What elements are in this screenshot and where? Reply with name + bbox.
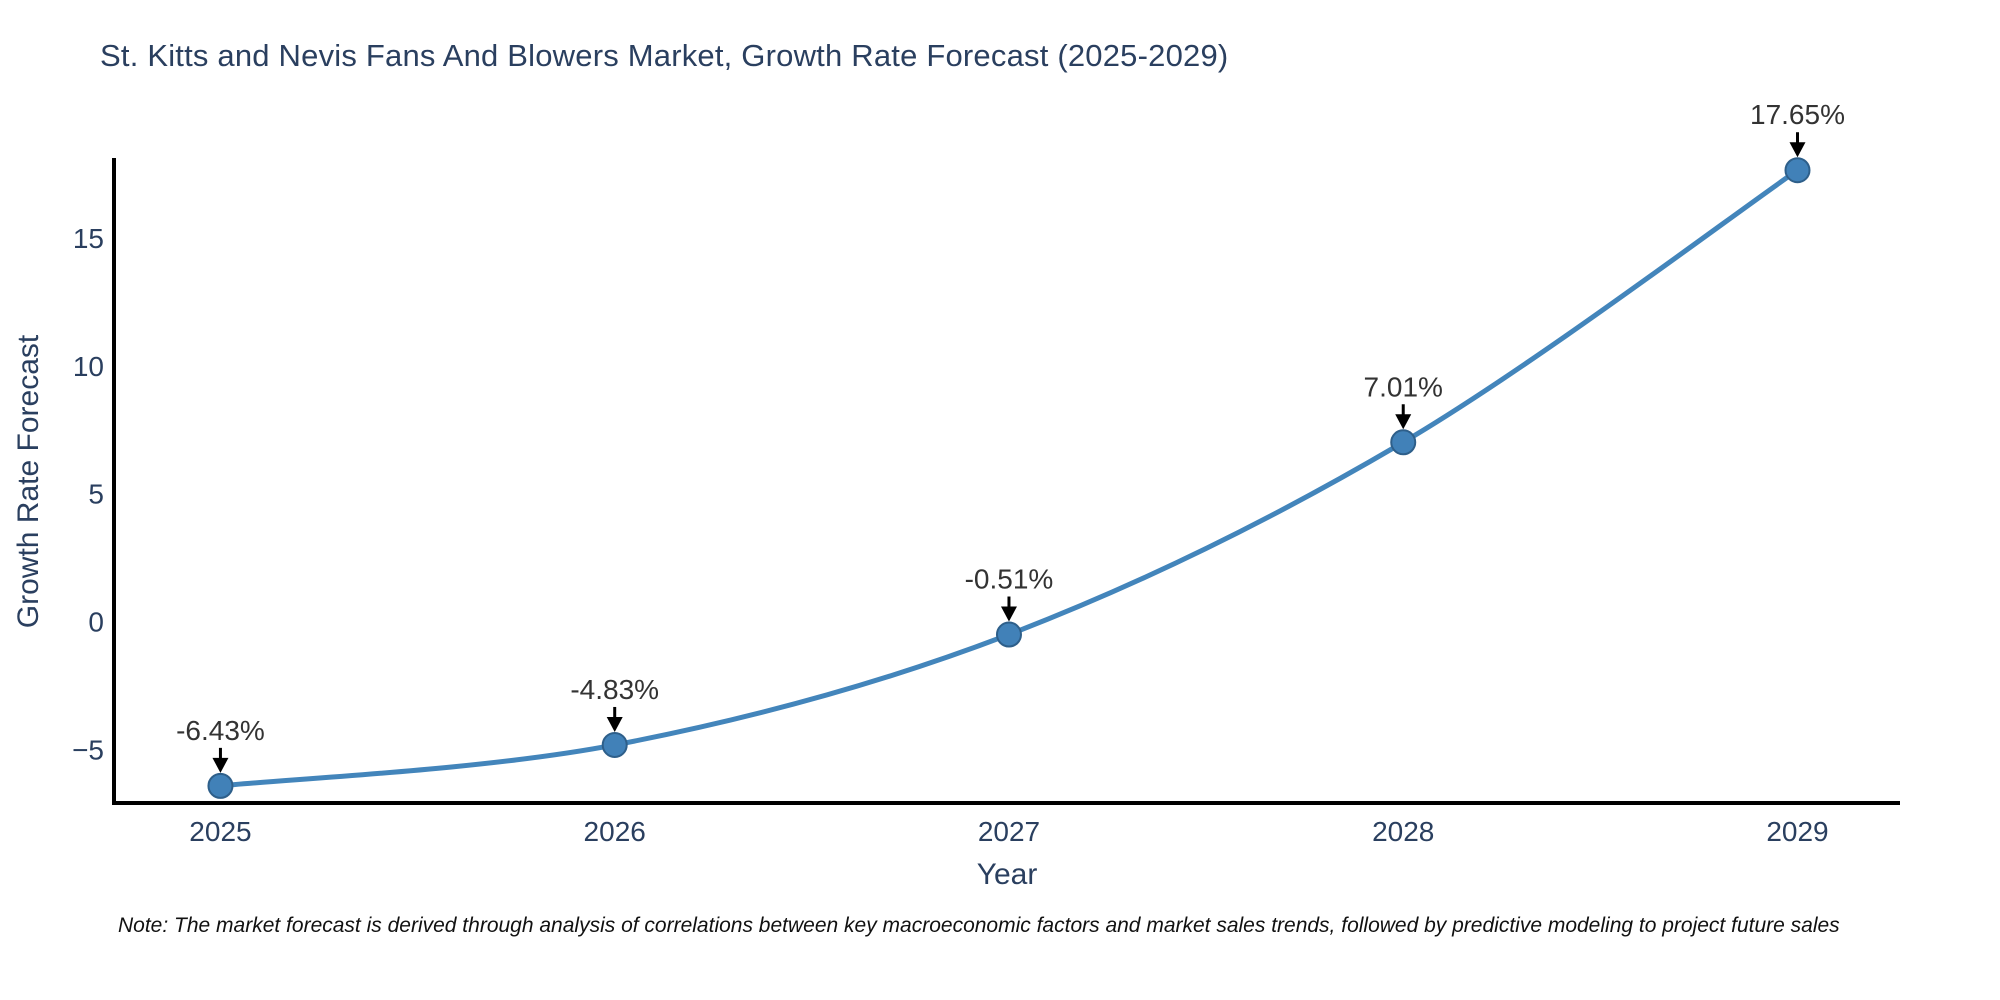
data-point-marker <box>1784 157 1811 184</box>
annotation-label: -4.83% <box>570 674 659 705</box>
annotation-label: 7.01% <box>1364 371 1443 402</box>
x-tick-label: 2029 <box>1766 816 1828 847</box>
annotation-arrowhead <box>1395 414 1412 430</box>
data-point-marker <box>1390 429 1417 456</box>
y-tick-label: 5 <box>88 479 104 510</box>
y-tick-label: 0 <box>88 606 104 637</box>
annotation-label: -6.43% <box>176 715 265 746</box>
x-tick-label: 2025 <box>189 816 251 847</box>
annotation-label: -0.51% <box>965 564 1054 595</box>
annotation-arrowhead <box>1000 606 1017 622</box>
annotation-label: 17.65% <box>1750 99 1845 130</box>
data-point-marker <box>995 621 1022 648</box>
y-tick-label: 10 <box>73 351 104 382</box>
y-tick-label: 15 <box>73 223 104 254</box>
annotation-arrowhead <box>606 716 623 732</box>
series-line <box>217 167 1800 789</box>
x-tick-label: 2027 <box>978 816 1040 847</box>
data-point-marker <box>601 731 628 758</box>
y-tick-label: −5 <box>72 734 104 765</box>
chart-title: St. Kitts and Nevis Fans And Blowers Mar… <box>100 38 1229 73</box>
data-point-marker <box>207 772 234 799</box>
x-tick-label: 2026 <box>584 816 646 847</box>
y-axis-title: Growth Rate Forecast <box>12 334 45 628</box>
chart-footnote: Note: The market forecast is derived thr… <box>118 914 1840 937</box>
x-axis-title: Year <box>977 858 1038 891</box>
annotation-arrowhead <box>1789 142 1806 158</box>
x-tick-label: 2028 <box>1372 816 1434 847</box>
annotation-arrowhead <box>212 757 229 773</box>
